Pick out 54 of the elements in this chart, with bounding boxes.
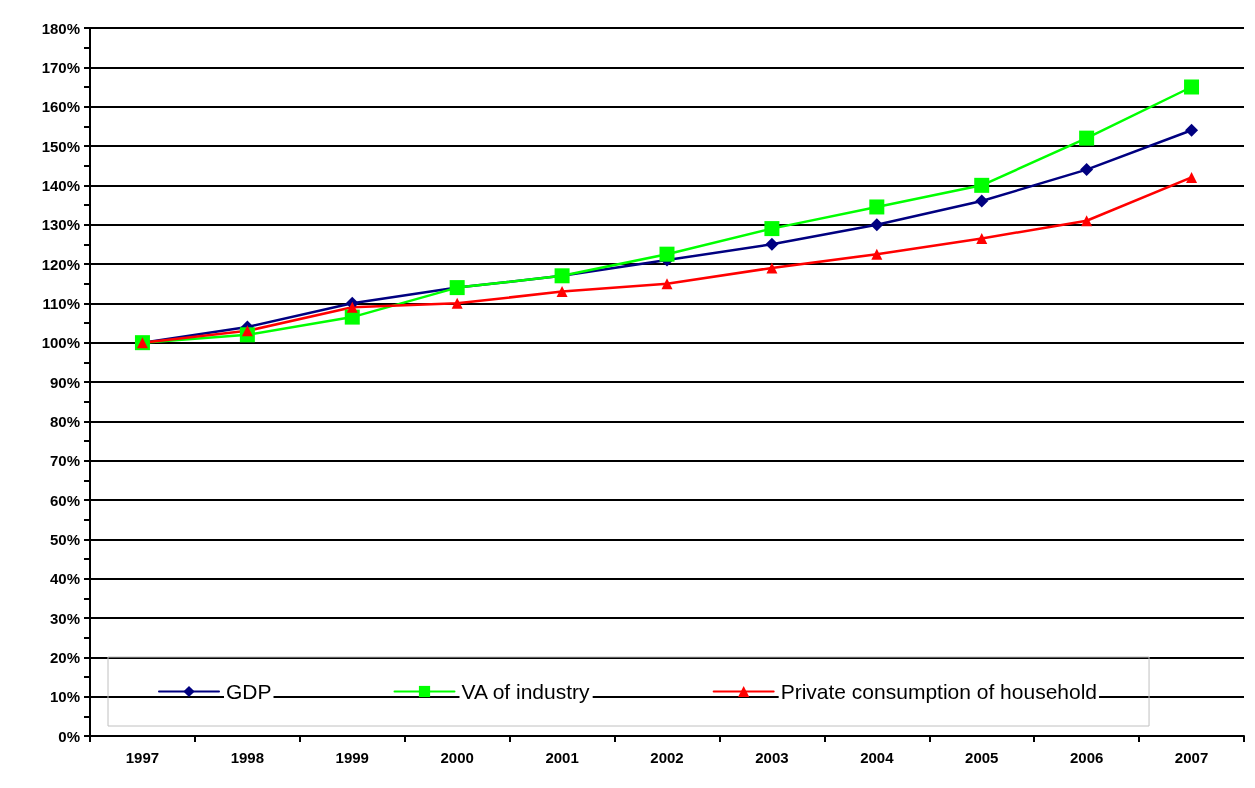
- point: [556, 286, 568, 298]
- point: [1081, 215, 1093, 227]
- point: [346, 301, 358, 313]
- x-tick-label: 2006: [1069, 749, 1104, 766]
- point: [1079, 130, 1095, 146]
- y-tick-label: 90%: [49, 373, 80, 391]
- point: [661, 278, 673, 290]
- y-tick-label: 40%: [49, 570, 80, 588]
- y-tick-label: 60%: [49, 491, 80, 509]
- legend-label: GDP: [226, 680, 272, 703]
- point: [766, 262, 778, 274]
- point: [871, 248, 883, 260]
- point: [869, 199, 885, 215]
- point: [974, 177, 990, 193]
- y-tick-label: 70%: [49, 452, 80, 470]
- x-tick-label: 1997: [125, 749, 160, 766]
- y-tick-label: 160%: [41, 98, 80, 116]
- point: [870, 218, 884, 232]
- point: [451, 297, 463, 309]
- x-tick-label: 2001: [545, 749, 579, 766]
- point: [976, 232, 988, 244]
- y-tick-label: 10%: [49, 688, 80, 706]
- point: [1185, 123, 1199, 137]
- point: [1184, 79, 1200, 95]
- y-tick-label: 0%: [58, 727, 80, 745]
- y-tick-label: 150%: [41, 137, 80, 155]
- x-tick-label: 2007: [1174, 749, 1209, 766]
- y-tick-label: 30%: [49, 609, 80, 627]
- x-tick-label: 2002: [650, 749, 684, 766]
- x-tick-label: 1998: [230, 749, 265, 766]
- point: [975, 194, 989, 208]
- y-tick-label: 80%: [49, 412, 80, 430]
- point: [1186, 171, 1198, 183]
- y-tick-label: 140%: [41, 176, 80, 194]
- y-tick-label: 120%: [41, 255, 80, 273]
- x-tick-label: 2000: [440, 749, 474, 766]
- y-tick-label: 170%: [41, 58, 80, 76]
- point: [764, 221, 780, 237]
- point: [241, 325, 253, 337]
- legend-label: VA of industry: [461, 680, 591, 703]
- point: [765, 237, 779, 251]
- y-tick-label: 110%: [42, 294, 80, 312]
- y-tick-label: 130%: [41, 216, 80, 234]
- y-tick-label: 100%: [41, 334, 80, 352]
- legend-label: Private consumption of household: [780, 680, 1098, 703]
- y-tick-label: 50%: [49, 530, 80, 548]
- y-tick-label: 20%: [49, 648, 80, 666]
- point: [1080, 163, 1094, 177]
- x-tick-label: 2003: [755, 749, 789, 766]
- point: [659, 246, 675, 262]
- x-tick-label: 2004: [860, 749, 895, 766]
- x-tick-label: 2005: [965, 749, 999, 766]
- y-tick-label: 180%: [41, 19, 80, 37]
- x-tick-label: 1999: [335, 749, 369, 766]
